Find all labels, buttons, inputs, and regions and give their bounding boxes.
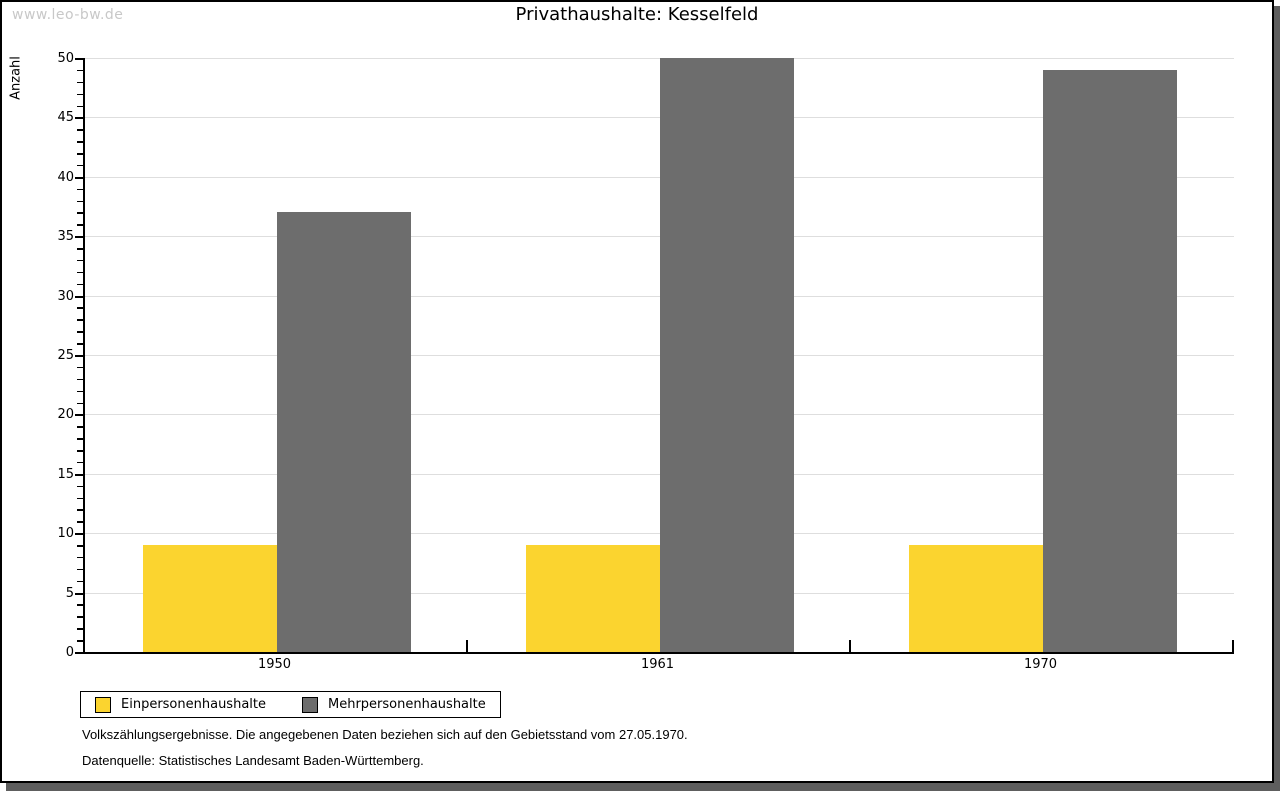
y-axis-major-tick — [75, 58, 83, 60]
y-axis-major-tick — [75, 236, 83, 239]
y-axis-major-tick — [75, 295, 83, 298]
y-axis-minor-tick — [77, 164, 83, 167]
y-axis-minor-tick — [77, 604, 83, 606]
y-axis-tick-label: 35 — [57, 229, 74, 245]
y-axis-minor-tick — [77, 343, 83, 345]
y-axis-major-tick — [75, 592, 83, 595]
y-axis-minor-tick — [77, 81, 83, 84]
y-axis-major-tick — [75, 414, 83, 417]
x-axis-tick-label: 1961 — [640, 657, 675, 672]
x-axis-tick — [849, 640, 851, 652]
x-axis-tick — [1232, 640, 1234, 652]
y-axis-minor-tick — [77, 521, 83, 523]
y-axis-tick-label: 40 — [57, 169, 74, 185]
y-axis-major-tick — [75, 473, 83, 476]
y-axis-tick-label: 15 — [57, 466, 74, 482]
y-axis-minor-tick — [77, 366, 83, 369]
legend-item-einpersonenhaushalte: Einpersonenhaushalte — [95, 696, 266, 713]
y-axis-minor-tick — [77, 497, 83, 500]
y-axis-major-tick — [75, 652, 83, 654]
bar-mehrpersonenhaushalte-1950 — [276, 212, 411, 652]
y-axis-minor-tick — [77, 485, 83, 488]
plot-area — [83, 58, 1234, 654]
x-axis-tick-label: 1970 — [1023, 657, 1058, 672]
legend: Einpersonenhaushalte Mehrpersonenhaushalt… — [80, 691, 501, 718]
y-axis-major-tick — [75, 533, 83, 536]
bar-einpersonenhaushalte-1950 — [142, 545, 277, 652]
footnote-datenquelle: Datenquelle: Statistisches Landesamt Bad… — [82, 753, 424, 768]
y-axis-minor-tick — [77, 545, 83, 547]
y-axis-minor-tick — [77, 556, 83, 559]
y-axis-tick-label: 20 — [57, 407, 74, 423]
y-axis-minor-tick — [77, 616, 83, 618]
bar-mehrpersonenhaushalte-1970 — [1042, 69, 1177, 652]
y-axis-minor-tick — [77, 224, 83, 226]
legend-item-mehrpersonenhaushalte: Mehrpersonenhaushalte — [302, 696, 486, 713]
y-axis-tick-label: 10 — [57, 526, 74, 542]
y-axis-label: Anzahl — [8, 56, 24, 100]
legend-label: Mehrpersonenhaushalte — [328, 697, 486, 712]
y-axis-minor-tick — [77, 640, 83, 642]
y-axis-tick-label: 45 — [57, 110, 74, 126]
y-axis-minor-tick — [77, 188, 83, 191]
y-axis-minor-tick — [77, 461, 83, 464]
y-axis-minor-tick — [77, 438, 83, 440]
y-axis-minor-tick — [77, 509, 83, 511]
y-axis-minor-tick — [77, 580, 83, 583]
watermark: www.leo-bw.de — [12, 7, 124, 23]
x-axis-tick-label: 1950 — [257, 657, 292, 672]
window-shadow-right — [1274, 6, 1280, 791]
y-axis-minor-tick — [77, 93, 83, 96]
y-axis-minor-tick — [77, 271, 83, 274]
y-axis-minor-tick — [77, 283, 83, 286]
y-axis-major-tick — [75, 117, 83, 120]
bar-einpersonenhaushalte-1961 — [525, 545, 660, 652]
bar-mehrpersonenhaushalte-1961 — [659, 58, 794, 652]
bar-einpersonenhaushalte-1970 — [908, 545, 1043, 652]
y-axis-minor-tick — [77, 402, 83, 405]
legend-swatch-icon — [302, 696, 318, 713]
y-axis-minor-tick — [77, 259, 83, 262]
y-axis-minor-tick — [77, 390, 83, 393]
y-axis-minor-tick — [77, 105, 83, 108]
x-axis-tick — [466, 640, 468, 652]
y-axis-tick-label: 25 — [57, 348, 74, 363]
y-axis-minor-tick — [77, 307, 83, 309]
y-axis-minor-tick — [77, 200, 83, 203]
legend-swatch-icon — [95, 696, 111, 713]
y-axis-minor-tick — [77, 248, 83, 250]
y-axis-minor-tick — [77, 450, 83, 452]
footnote-gebietsstand: Volkszählungsergebnisse. Die angegebenen… — [82, 727, 688, 742]
y-axis-minor-tick — [77, 568, 83, 571]
y-axis-minor-tick — [77, 212, 83, 214]
y-axis-minor-tick — [77, 628, 83, 630]
y-axis-tick-label: 0 — [65, 645, 74, 660]
y-axis-major-tick — [75, 355, 83, 357]
legend-label: Einpersonenhaushalte — [121, 697, 266, 712]
y-axis-minor-tick — [77, 69, 83, 72]
y-axis-minor-tick — [77, 426, 83, 428]
y-axis-minor-tick — [77, 331, 83, 333]
window-shadow-bottom — [6, 783, 1280, 791]
y-axis-minor-tick — [77, 319, 83, 321]
y-axis-minor-tick — [77, 378, 83, 381]
y-axis-tick-label: 30 — [57, 288, 74, 304]
y-axis-tick-label: 5 — [65, 585, 74, 601]
y-axis-minor-tick — [77, 129, 83, 131]
y-axis-major-tick — [75, 176, 83, 179]
y-axis-minor-tick — [77, 153, 83, 155]
chart-title: Privathaushalte: Kesselfeld — [515, 4, 759, 25]
y-axis-tick-label: 50 — [57, 51, 74, 66]
y-axis-minor-tick — [77, 141, 83, 143]
